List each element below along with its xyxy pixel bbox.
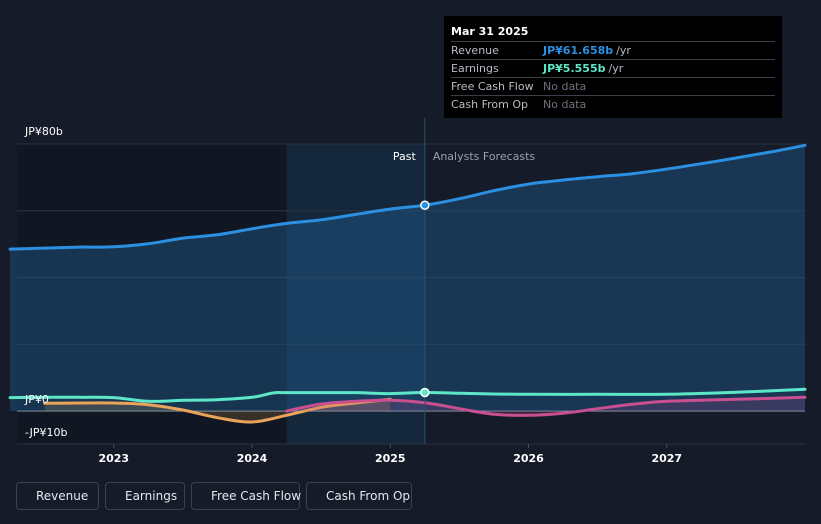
x-tick-label: 2025	[375, 452, 406, 465]
x-tick-label: 2027	[651, 452, 682, 465]
tooltip-row-free-cash-flow: Free Cash Flow No data	[451, 77, 775, 95]
tooltip-value: No data	[543, 98, 587, 111]
tooltip-value: JP¥5.555b	[543, 62, 606, 75]
tooltip-panel: Mar 31 2025 Revenue JP¥61.658b /yr Earni…	[444, 16, 782, 118]
x-tick-label: 2026	[513, 452, 544, 465]
earnings-line	[8, 387, 807, 403]
tooltip-row-revenue: Revenue JP¥61.658b /yr	[451, 41, 775, 59]
legend-item-earnings[interactable]: Earnings	[105, 482, 185, 510]
legend-label: Free Cash Flow	[211, 489, 302, 503]
cash-from-op-line	[43, 397, 392, 424]
legend-label: Cash From Op	[326, 489, 411, 503]
x-tick-label: 2023	[98, 452, 129, 465]
revenue-line	[8, 143, 807, 251]
revenue-marker	[420, 200, 430, 210]
legend: Revenue Earnings Free Cash Flow Cash Fro…	[16, 482, 412, 510]
y-tick-label: JP¥80b	[24, 125, 63, 138]
tooltip-label: Revenue	[451, 44, 499, 57]
tooltip-row-earnings: Earnings JP¥5.555b /yr	[451, 59, 775, 77]
past-label: Past	[393, 150, 417, 163]
tooltip-label: Free Cash Flow	[451, 80, 534, 93]
legend-item-revenue[interactable]: Revenue	[16, 482, 99, 510]
tooltip-label: Cash From Op	[451, 98, 529, 111]
tooltip-unit: /yr	[608, 62, 624, 75]
y-tick-label: -JP¥10b	[25, 426, 67, 439]
legend-item-free-cash-flow[interactable]: Free Cash Flow	[191, 482, 302, 510]
tooltip-date: Mar 31 2025	[451, 25, 529, 38]
free-cash-flow-line	[285, 395, 807, 417]
tooltip-label: Earnings	[451, 62, 499, 75]
earnings-marker	[420, 387, 430, 398]
tooltip-value: JP¥61.658b	[543, 44, 614, 57]
y-tick-label: JP¥0	[24, 393, 49, 406]
revenue-area	[10, 145, 806, 412]
forecast-label: Analysts Forecasts	[433, 150, 536, 163]
x-tick-label: 2024	[237, 452, 268, 465]
past-background	[17, 144, 287, 444]
legend-label: Earnings	[125, 489, 178, 503]
tooltip-row-cash-from-op: Cash From Op No data	[451, 95, 775, 113]
legend-label: Revenue	[36, 489, 89, 503]
legend-item-cash-from-op[interactable]: Cash From Op	[306, 482, 412, 510]
tooltip-unit: /yr	[616, 44, 631, 57]
tooltip-value: No data	[543, 80, 587, 93]
